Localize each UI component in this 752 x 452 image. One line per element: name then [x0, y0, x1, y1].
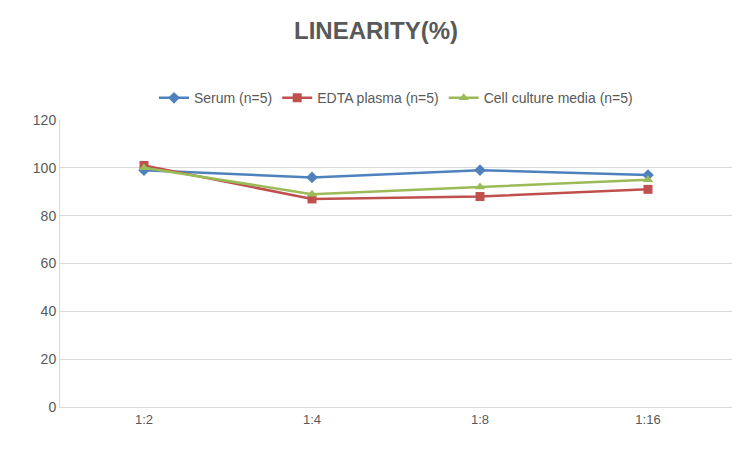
svg-text:Cell culture media (n=5): Cell culture media (n=5)	[484, 90, 633, 106]
svg-text:Serum (n=5): Serum (n=5)	[194, 90, 272, 106]
svg-text:EDTA plasma (n=5): EDTA plasma (n=5)	[317, 90, 439, 106]
svg-text:20: 20	[41, 351, 57, 367]
svg-text:60: 60	[41, 255, 57, 271]
svg-text:1:4: 1:4	[303, 412, 321, 427]
svg-text:1:8: 1:8	[471, 412, 489, 427]
svg-text:1:16: 1:16	[635, 412, 660, 427]
svg-text:1:2: 1:2	[135, 412, 153, 427]
svg-text:100: 100	[33, 160, 57, 176]
svg-text:120: 120	[33, 112, 57, 128]
svg-text:LINEARITY(%): LINEARITY(%)	[294, 17, 458, 44]
svg-text:0: 0	[48, 399, 56, 415]
svg-text:80: 80	[41, 208, 57, 224]
svg-text:40: 40	[41, 303, 57, 319]
